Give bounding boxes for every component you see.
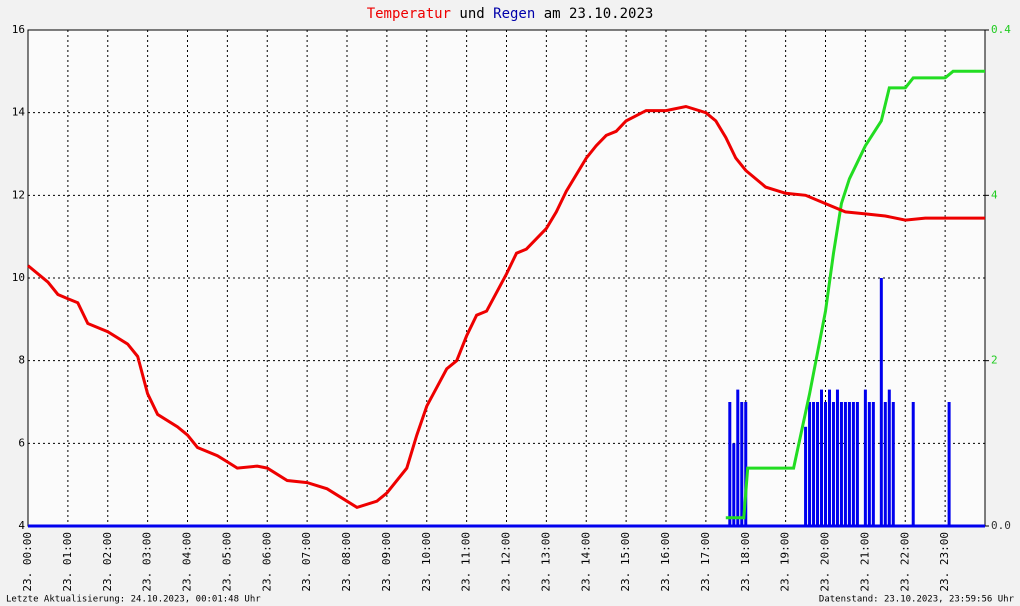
- bar: [891, 402, 895, 526]
- title-rain: Regen: [493, 6, 535, 22]
- x-tick-label: 23. 14:00: [579, 532, 592, 592]
- x-tick-label: 23. 05:00: [220, 532, 233, 592]
- y-tick-label: 12: [12, 188, 25, 201]
- footer-right: Datenstand: 23.10.2023, 23:59:56 Uhr: [819, 595, 1015, 605]
- line: [27, 104, 985, 510]
- y2-tick-label: 4: [991, 188, 998, 201]
- bar: [911, 402, 915, 526]
- y-tick-label: 14: [12, 106, 26, 119]
- bar: [867, 402, 871, 526]
- bar: [804, 426, 808, 526]
- x-tick-label: 23. 06:00: [260, 532, 273, 592]
- x-tick-label: 23. 08:00: [340, 532, 353, 592]
- bar: [816, 402, 820, 526]
- x-tick-label: 23. 00:00: [21, 532, 34, 592]
- x-tick-label: 23. 02:00: [101, 532, 114, 592]
- x-tick-label: 23. 15:00: [619, 532, 632, 592]
- x-tick-label: 23. 16:00: [659, 532, 672, 592]
- y-tick-label: 6: [18, 436, 25, 449]
- y-tick-label: 10: [12, 271, 25, 284]
- x-tick-label: 23. 10:00: [420, 532, 433, 592]
- bar: [883, 402, 887, 526]
- bar: [871, 402, 875, 526]
- bar: [736, 389, 740, 526]
- y2-tick-label: 0.0: [991, 519, 1011, 532]
- footer-left: Letzte Aktualisierung: 24.10.2023, 00:01…: [6, 595, 261, 605]
- x-tick-label: 23. 19:00: [779, 532, 792, 592]
- bar: [812, 402, 816, 526]
- bar: [732, 443, 736, 526]
- bar: [879, 278, 883, 526]
- bar: [851, 402, 855, 526]
- line: [725, 69, 985, 520]
- bar: [863, 389, 867, 526]
- x-tick-label: 23. 21:00: [858, 532, 871, 592]
- bar: [835, 389, 839, 526]
- bar: [728, 402, 732, 526]
- x-tick-label: 23. 07:00: [300, 532, 313, 592]
- bar: [824, 402, 827, 526]
- x-tick-label: 23. 23:00: [938, 532, 951, 592]
- x-tick-label: 23. 09:00: [380, 532, 393, 592]
- bar: [820, 389, 824, 526]
- x-tick-label: 23. 13:00: [539, 532, 552, 592]
- chart-title: Temperatur und Regen am 23.10.2023: [367, 6, 654, 22]
- x-tick-label: 23. 20:00: [819, 532, 832, 592]
- bar: [887, 389, 891, 526]
- title-part: und: [451, 6, 493, 22]
- bar: [847, 402, 851, 526]
- bar: [855, 402, 859, 526]
- title-temperature: Temperatur: [367, 6, 451, 22]
- y-tick-label: 16: [12, 23, 25, 36]
- x-tick-label: 23. 04:00: [181, 532, 194, 592]
- x-tick-label: 23. 01:00: [61, 532, 74, 592]
- bar: [947, 402, 951, 526]
- bar: [843, 402, 847, 526]
- y-tick-label: 4: [18, 519, 25, 532]
- x-tick-label: 23. 11:00: [460, 532, 473, 592]
- x-tick-label: 23. 17:00: [699, 532, 712, 592]
- y2-tick-label: 2: [991, 354, 998, 367]
- bar: [808, 402, 812, 526]
- y2-tick-label: 0.4: [991, 23, 1011, 36]
- x-tick-label: 23. 22:00: [898, 532, 911, 592]
- bar: [839, 402, 843, 526]
- bar: [827, 389, 831, 526]
- bar: [831, 402, 835, 526]
- y-tick-label: 8: [18, 354, 25, 367]
- bar: [744, 402, 748, 526]
- title-part: am 23.10.2023: [535, 6, 653, 22]
- x-tick-label: 23. 18:00: [739, 532, 752, 592]
- x-tick-label: 23. 12:00: [500, 532, 513, 592]
- bar: [740, 402, 744, 526]
- x-tick-label: 23. 03:00: [141, 532, 154, 592]
